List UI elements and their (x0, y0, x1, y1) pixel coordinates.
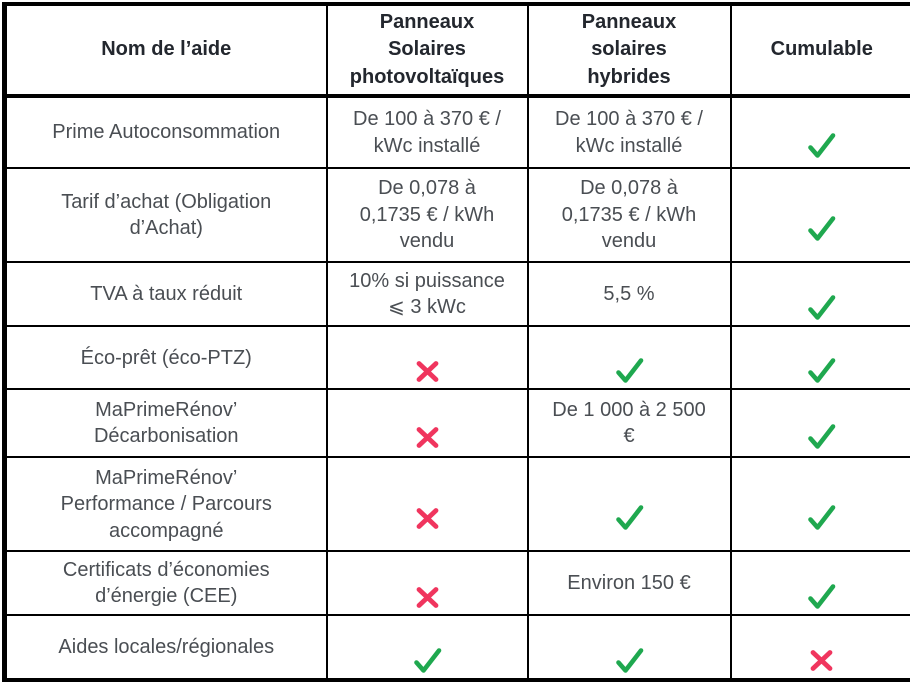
column-header-panneaux-hybrides: Panneaux solaires hybrides (528, 4, 731, 96)
cell-aid-name: Tarif d’achat (Obligation d’Achat) (5, 168, 327, 262)
check-icon (805, 581, 838, 612)
cross-icon (808, 648, 835, 673)
cell-pv: 10% si puissance ⩽ 3 kWc (327, 262, 528, 326)
cell-cumulable (731, 457, 910, 551)
table-row: Certificats d’économies d’énergie (CEE) … (5, 551, 910, 615)
cell-hybrid: De 1 000 à 2 500 € (528, 389, 731, 457)
table-row: Éco-prêt (éco-PTZ) (5, 326, 910, 389)
cell-pv (327, 615, 528, 679)
cell-aid-name: MaPrimeRénov’ Décarbonisation (5, 389, 327, 457)
cell-aid-name: TVA à taux réduit (5, 262, 327, 326)
cell-aid-name: Éco-prêt (éco-PTZ) (5, 326, 327, 389)
cell-hybrid: 5,5 % (528, 262, 731, 326)
check-icon (805, 130, 838, 161)
table-row: TVA à taux réduit 10% si puissance ⩽ 3 k… (5, 262, 910, 326)
check-icon (613, 645, 646, 676)
cell-aid-name: Certificats d’économies d’énergie (CEE) (5, 551, 327, 615)
check-icon (805, 213, 838, 244)
cell-pv (327, 457, 528, 551)
cell-cumulable (731, 262, 910, 326)
cross-icon (414, 585, 441, 610)
cell-cumulable (731, 615, 910, 679)
column-header-aid-name: Nom de l’aide (5, 4, 327, 96)
cell-cumulable (731, 551, 910, 615)
cell-pv (327, 389, 528, 457)
cell-aid-name: Aides locales/régionales (5, 615, 327, 679)
cell-hybrid: Environ 150 € (528, 551, 731, 615)
cross-icon (414, 506, 441, 531)
cell-pv: De 0,078 à 0,1735 € / kWh vendu (327, 168, 528, 262)
cell-cumulable (731, 168, 910, 262)
table-row: Aides locales/régionales (5, 615, 910, 679)
cell-hybrid (528, 615, 731, 679)
check-icon (805, 292, 838, 323)
cell-pv: De 100 à 370 € / kWc installé (327, 96, 528, 168)
cell-pv (327, 551, 528, 615)
header-row: Nom de l’aide Panneaux Solaires photovol… (5, 4, 910, 96)
cell-hybrid (528, 326, 731, 389)
column-header-cumulable: Cumulable (731, 4, 910, 96)
column-header-panneaux-photovoltaiques: Panneaux Solaires photovoltaïques (327, 4, 528, 96)
table-row: Prime Autoconsommation De 100 à 370 € / … (5, 96, 910, 168)
cell-aid-name: Prime Autoconsommation (5, 96, 327, 168)
check-icon (805, 502, 838, 533)
cell-hybrid: De 100 à 370 € / kWc installé (528, 96, 731, 168)
check-icon (805, 421, 838, 452)
check-icon (411, 645, 444, 676)
check-icon (613, 355, 646, 386)
cell-hybrid: De 0,078 à 0,1735 € / kWh vendu (528, 168, 731, 262)
check-icon (805, 355, 838, 386)
table-row: MaPrimeRénov’ Décarbonisation De 1 000 à… (5, 389, 910, 457)
cell-aid-name: MaPrimeRénov’ Performance / Parcours acc… (5, 457, 327, 551)
cell-pv (327, 326, 528, 389)
cell-hybrid (528, 457, 731, 551)
cell-cumulable (731, 326, 910, 389)
cell-cumulable (731, 96, 910, 168)
table-row: Tarif d’achat (Obligation d’Achat) De 0,… (5, 168, 910, 262)
cross-icon (414, 425, 441, 450)
check-icon (613, 502, 646, 533)
table-row: MaPrimeRénov’ Performance / Parcours acc… (5, 457, 910, 551)
cross-icon (414, 359, 441, 384)
cell-cumulable (731, 389, 910, 457)
